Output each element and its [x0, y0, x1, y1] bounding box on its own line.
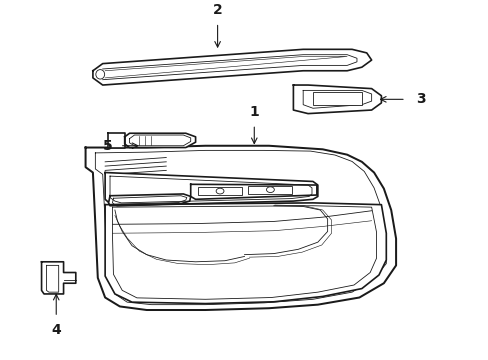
Polygon shape [93, 49, 371, 85]
Polygon shape [85, 146, 395, 310]
Polygon shape [293, 85, 381, 114]
Polygon shape [124, 133, 195, 148]
Text: 5: 5 [102, 139, 112, 153]
Bar [248, 186, 292, 194]
Polygon shape [107, 133, 124, 148]
Polygon shape [41, 262, 76, 294]
Circle shape [216, 188, 224, 194]
Polygon shape [105, 172, 317, 206]
Bar [198, 187, 242, 195]
Polygon shape [105, 203, 386, 303]
Polygon shape [108, 194, 190, 206]
Text: 4: 4 [51, 323, 61, 337]
Circle shape [266, 187, 274, 193]
Text: 3: 3 [415, 92, 425, 106]
Text: 2: 2 [212, 3, 222, 17]
Polygon shape [190, 184, 316, 199]
FancyBboxPatch shape [312, 92, 361, 105]
Text: 1: 1 [249, 105, 259, 119]
